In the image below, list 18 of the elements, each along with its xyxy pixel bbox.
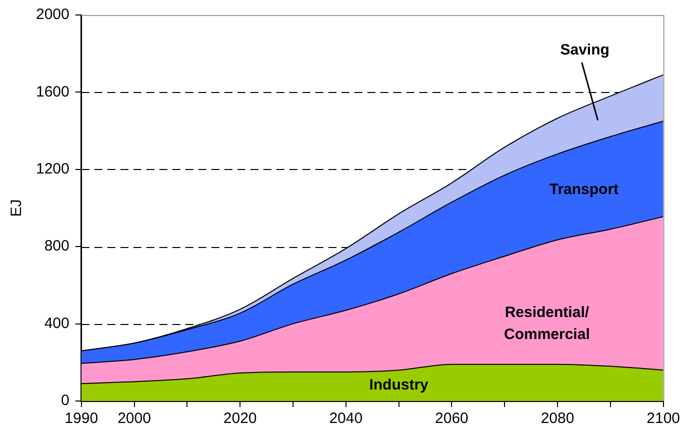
series-label: Transport [549,181,619,198]
text: Saving [560,42,610,59]
y-axis-title: EJ [8,199,26,217]
x-tick-label: 2080 [540,410,574,428]
x-tick-label: 1990 [64,410,98,428]
y-tick-label: 800 [44,238,70,255]
series-label: Industry [369,376,430,394]
y-tick-label: 0 [61,392,70,410]
series-label: Residential/ Commercial [504,304,590,343]
y-tick-label: 1200 [36,160,70,178]
x-tick-label: 2060 [435,410,468,428]
y-tick-label: 1600 [36,83,70,100]
y-tick-label: 400 [44,314,70,332]
x-tick-label: 2000 [118,410,151,428]
x-tick-label: 2020 [223,410,257,428]
x-tick-label: 2100 [646,410,680,428]
y-tick-label: 2000 [36,6,70,24]
x-tick-label: 2040 [329,410,363,428]
